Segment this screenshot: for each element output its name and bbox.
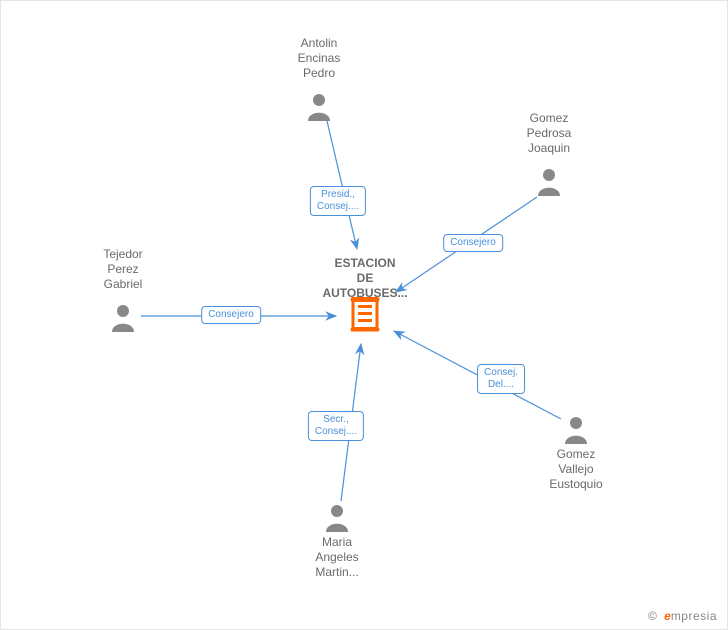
- center-node-label: ESTACION DE AUTOBUSES...: [322, 256, 407, 301]
- person-label: Tejedor Perez Gabriel: [103, 247, 142, 292]
- copyright-symbol: ©: [648, 609, 657, 623]
- relationship-role-badge: Presid., Consej....: [310, 186, 366, 216]
- person-label: Gomez Pedrosa Joaquin: [527, 111, 572, 156]
- person-icon[interactable]: [108, 302, 138, 332]
- person-icon[interactable]: [322, 502, 352, 532]
- relationship-edge: [327, 121, 357, 249]
- relationship-role-badge: Secr., Consej....: [308, 411, 364, 441]
- relationship-role-badge: Consejero: [201, 306, 261, 324]
- person-label: Maria Angeles Martin...: [315, 535, 358, 580]
- relationship-role-badge: Consej. Del....: [477, 364, 525, 394]
- person-icon[interactable]: [534, 166, 564, 196]
- brand-logo-rest: mpresia: [671, 609, 717, 623]
- person-icon[interactable]: [304, 91, 334, 121]
- brand-logo-e: e: [664, 609, 671, 623]
- building-icon: [349, 296, 381, 337]
- footer-credit: © empresia: [648, 609, 717, 623]
- person-icon[interactable]: [561, 414, 591, 444]
- relationship-role-badge: Consejero: [443, 234, 503, 252]
- person-label: Gomez Vallejo Eustoquio: [549, 447, 602, 492]
- person-label: Antolin Encinas Pedro: [298, 36, 341, 81]
